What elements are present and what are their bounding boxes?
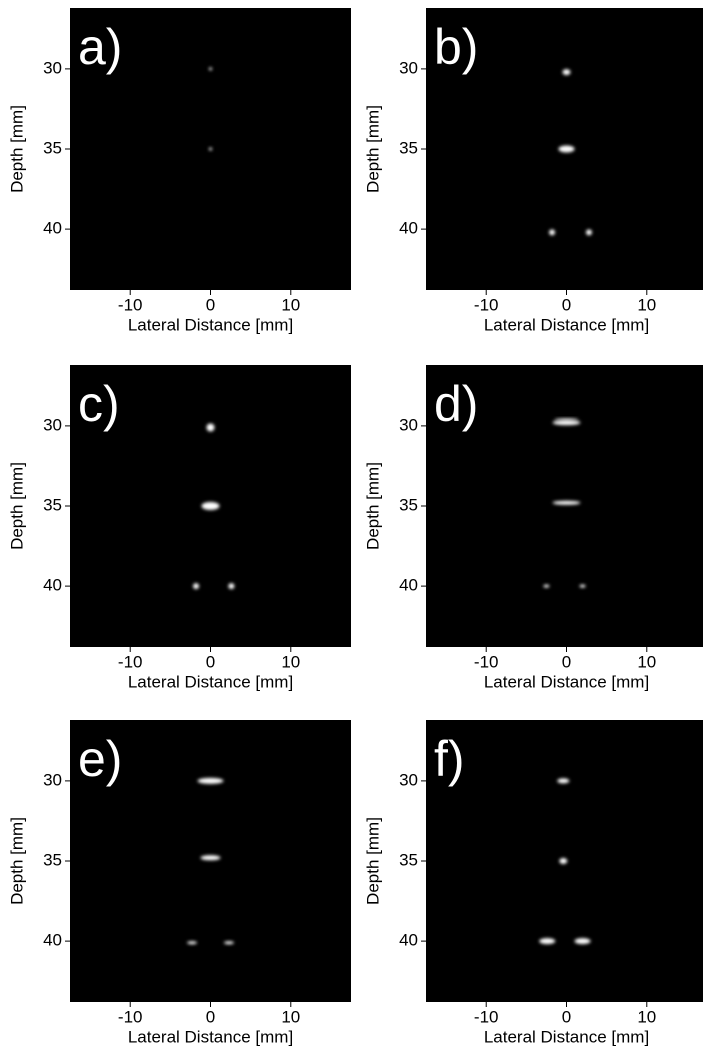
- y-tick-label: 40: [43, 219, 62, 238]
- scatterer: [197, 777, 224, 784]
- scatterer: [574, 938, 591, 945]
- x-tick-label: 0: [562, 295, 571, 314]
- scatterer: [543, 584, 550, 588]
- x-axis-label: Lateral Distance [mm]: [484, 1027, 649, 1046]
- y-axis-label: Depth [mm]: [7, 817, 26, 905]
- y-tick-label: 30: [399, 58, 418, 77]
- x-tick-label: 10: [637, 295, 656, 314]
- x-axis-label: Lateral Distance [mm]: [128, 315, 293, 334]
- x-tick-label: -10: [474, 1007, 499, 1026]
- image-background: [70, 720, 351, 1002]
- scatterer: [549, 229, 556, 236]
- x-tick-label: 10: [281, 295, 300, 314]
- scatterer: [187, 941, 198, 945]
- scatterer: [552, 420, 581, 426]
- x-tick-label: 10: [281, 652, 300, 671]
- y-tick-label: 35: [399, 138, 418, 157]
- scatterer: [559, 858, 568, 864]
- x-tick-label: 0: [562, 652, 571, 671]
- y-tick-label: 40: [43, 576, 62, 595]
- scatterer: [200, 855, 221, 861]
- y-tick-label: 40: [43, 931, 62, 950]
- scatterer: [585, 229, 592, 236]
- panel-label: b): [434, 19, 478, 75]
- x-tick-label: 0: [562, 1007, 571, 1026]
- x-axis-label: Lateral Distance [mm]: [484, 672, 649, 691]
- scatterer: [579, 584, 586, 588]
- scatterer: [228, 583, 235, 590]
- scatterer: [539, 938, 556, 945]
- x-tick-label: 10: [637, 1007, 656, 1026]
- y-tick-label: 35: [43, 850, 62, 869]
- panel-label: e): [78, 731, 122, 787]
- scatterer: [552, 500, 581, 505]
- x-tick-label: 10: [637, 652, 656, 671]
- y-tick-label: 30: [399, 770, 418, 789]
- x-axis-label: Lateral Distance [mm]: [128, 672, 293, 691]
- x-tick-label: 0: [206, 1007, 215, 1026]
- image-background: [426, 365, 703, 647]
- y-tick-label: 30: [43, 58, 62, 77]
- scatterer: [557, 778, 570, 784]
- x-tick-label: -10: [474, 652, 499, 671]
- y-tick-label: 35: [43, 138, 62, 157]
- y-axis-label: Depth [mm]: [363, 817, 382, 905]
- x-axis-label: Lateral Distance [mm]: [484, 315, 649, 334]
- scatterer: [193, 583, 200, 590]
- x-tick-label: -10: [118, 652, 143, 671]
- x-axis-label: Lateral Distance [mm]: [128, 1027, 293, 1046]
- y-tick-label: 30: [43, 415, 62, 434]
- panel-label: f): [434, 731, 465, 787]
- y-tick-label: 30: [399, 415, 418, 434]
- y-tick-label: 40: [399, 931, 418, 950]
- panel-label: a): [78, 19, 122, 75]
- y-tick-label: 35: [399, 850, 418, 869]
- y-axis-label: Depth [mm]: [363, 105, 382, 193]
- x-tick-label: 0: [206, 652, 215, 671]
- scatterer: [554, 418, 579, 421]
- y-axis-label: Depth [mm]: [363, 462, 382, 550]
- scatterer: [209, 67, 212, 71]
- scatterer: [223, 941, 234, 945]
- x-tick-label: 0: [206, 295, 215, 314]
- x-tick-label: 10: [281, 1007, 300, 1026]
- x-tick-label: -10: [118, 1007, 143, 1026]
- scatterer: [206, 423, 215, 432]
- scatterer: [209, 147, 212, 151]
- y-tick-label: 40: [399, 576, 418, 595]
- panel-label: c): [78, 376, 120, 432]
- scatterer: [562, 69, 571, 76]
- x-tick-label: -10: [118, 295, 143, 314]
- y-axis-label: Depth [mm]: [7, 462, 26, 550]
- panel-label: d): [434, 376, 478, 432]
- y-tick-label: 40: [399, 219, 418, 238]
- x-tick-label: -10: [474, 295, 499, 314]
- y-tick-label: 35: [43, 495, 62, 514]
- y-tick-label: 30: [43, 770, 62, 789]
- y-axis-label: Depth [mm]: [7, 105, 26, 193]
- y-tick-label: 35: [399, 495, 418, 514]
- scatterer: [201, 502, 220, 510]
- scatterer: [558, 145, 575, 153]
